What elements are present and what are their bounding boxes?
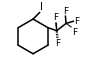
Text: I: I [40,2,43,12]
Text: F: F [63,7,68,16]
Polygon shape [66,23,72,27]
Text: F: F [74,17,79,26]
Polygon shape [55,23,57,31]
Text: F: F [72,28,77,37]
Text: F: F [53,13,59,22]
Text: F: F [55,39,60,48]
